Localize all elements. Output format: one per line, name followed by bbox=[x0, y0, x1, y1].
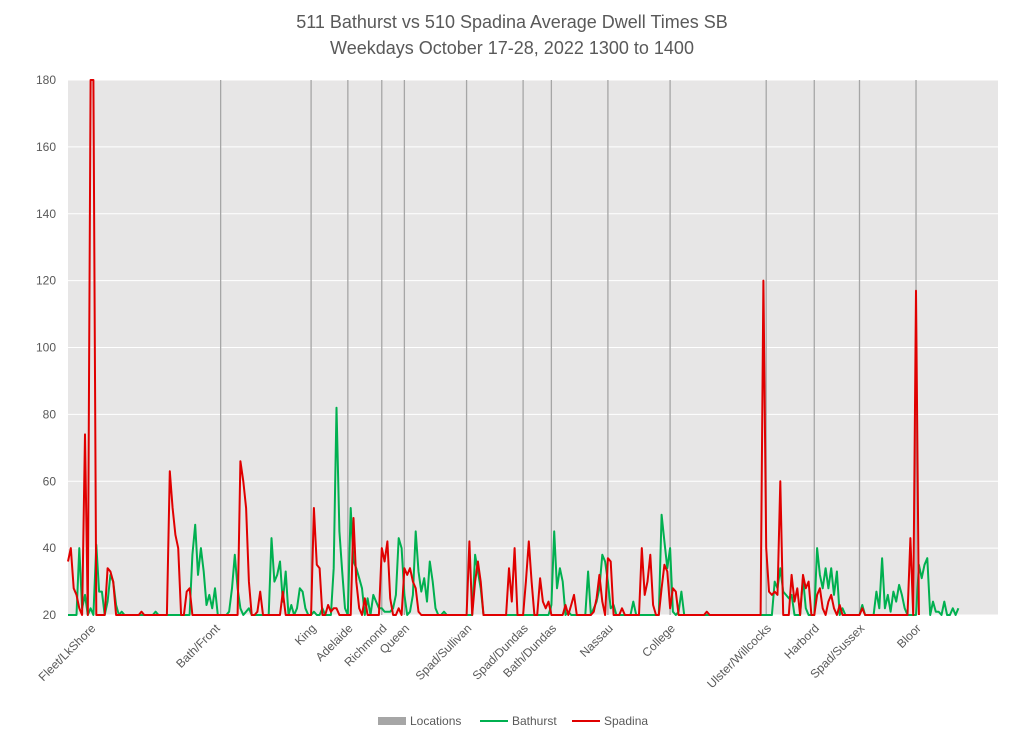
x-tick-label: Bloor bbox=[894, 621, 924, 651]
x-tick-label: Fleet/LkShore bbox=[36, 621, 99, 684]
series-line-spadina bbox=[67, 79, 920, 616]
series-line-bathurst bbox=[68, 406, 960, 616]
gridlines bbox=[68, 79, 998, 616]
y-tick-label: 180 bbox=[36, 73, 56, 87]
x-tick-label: King bbox=[292, 621, 319, 648]
y-tick-label: 100 bbox=[36, 341, 56, 355]
legend: Locations Bathurst Spadina bbox=[378, 714, 648, 728]
legend-swatch-locations bbox=[378, 717, 406, 725]
x-axis-ticks: Fleet/LkShore Bath/Front KingAdelaideRichm… bbox=[36, 621, 924, 691]
y-tick-label: 40 bbox=[43, 541, 57, 555]
series-lines bbox=[67, 79, 960, 616]
y-tick-label: 60 bbox=[43, 474, 57, 488]
x-tick-label: Ulster/Willcocks bbox=[704, 621, 774, 691]
chart-title: 511 Bathurst vs 510 Spadina Average Dwel… bbox=[296, 12, 728, 32]
x-tick-label: Nassau bbox=[577, 621, 616, 660]
legend-label-locations: Locations bbox=[410, 714, 461, 728]
y-tick-label: 120 bbox=[36, 274, 56, 288]
x-tick-label: Harbord bbox=[781, 621, 822, 662]
x-tick-label: College bbox=[639, 621, 678, 660]
y-tick-label: 80 bbox=[43, 407, 57, 421]
y-axis-ticks: 20 40 60 80 100 120 140 160 180 bbox=[36, 73, 56, 622]
x-tick-label: Bath/Front bbox=[173, 621, 223, 671]
x-tick-label: Spad/Sullivan bbox=[413, 621, 475, 683]
y-tick-label: 140 bbox=[36, 207, 56, 221]
legend-label-spadina: Spadina bbox=[604, 714, 648, 728]
y-tick-label: 20 bbox=[43, 608, 57, 622]
y-tick-label: 160 bbox=[36, 140, 56, 154]
chart-subtitle: Weekdays October 17-28, 2022 1300 to 140… bbox=[330, 38, 694, 58]
legend-label-bathurst: Bathurst bbox=[512, 714, 557, 728]
